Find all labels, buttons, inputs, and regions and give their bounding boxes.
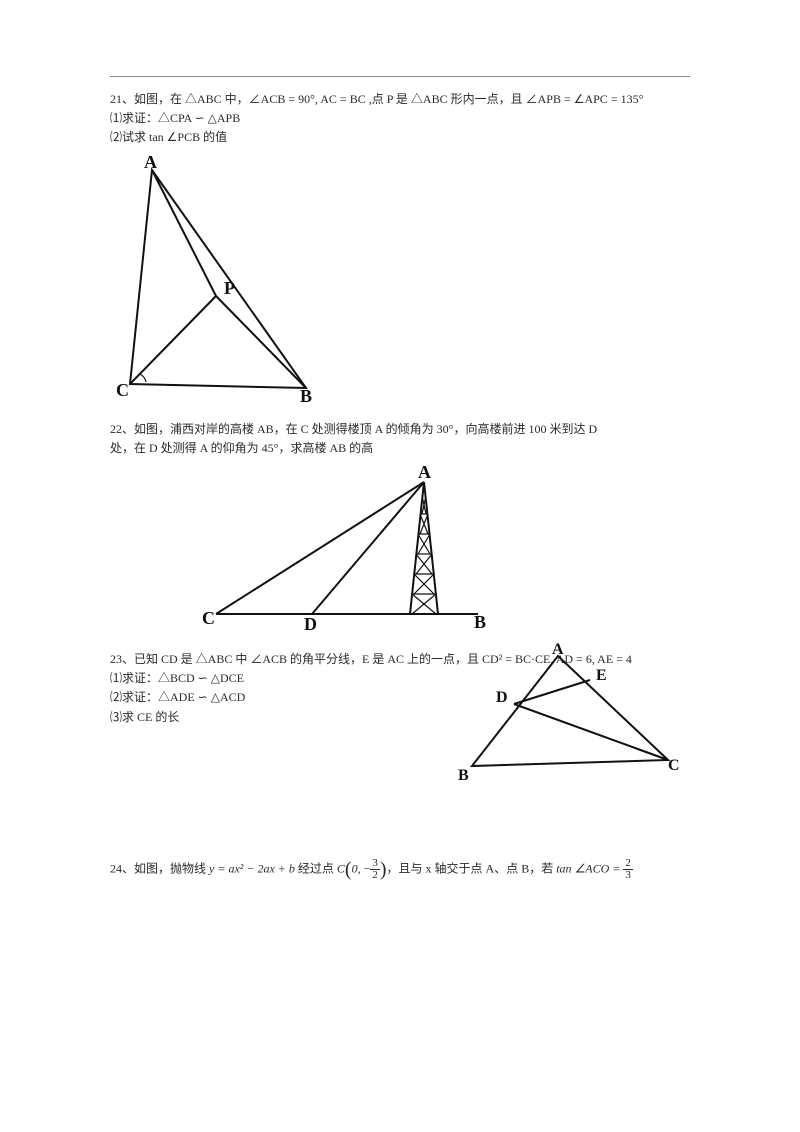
- p24-tan-frac: 23: [623, 858, 633, 881]
- p24-tan-label: tan ∠ACO =: [556, 861, 623, 875]
- p22-line2: 处，在 D 处测得 A 的仰角为 45°，求高楼 AB 的高: [110, 439, 690, 458]
- problem-21: 21、如图，在 △ABC 中，∠ACB = 90°, AC = BC ,点 P …: [110, 90, 690, 148]
- p22-line-ca: [216, 482, 424, 614]
- p22-label-d: D: [304, 614, 317, 634]
- p21-label-p: P: [224, 278, 235, 298]
- page-content: 21、如图，在 △ABC 中，∠ACB = 90°, AC = BC ,点 P …: [110, 90, 690, 889]
- p24-lparen: (: [345, 858, 352, 880]
- p24-cy-den: 2: [370, 870, 380, 881]
- p24-eq: y = ax² − 2ax + b: [209, 861, 295, 875]
- p23-svg: A E D B C: [410, 642, 690, 792]
- problem-23: 23、已知 CD 是 △ABC 中 ∠ACB 的角平分线，E 是 AC 上的一点…: [110, 650, 690, 800]
- p23-line-de: [514, 680, 590, 704]
- page-top-rule: [110, 76, 690, 77]
- p24-cy-frac: 32: [370, 858, 380, 881]
- p21-line-ap: [152, 170, 216, 296]
- p21-label-c: C: [116, 380, 129, 400]
- p22-label-b: B: [474, 612, 486, 632]
- p22-line-da: [312, 482, 424, 614]
- p24-tan-den: 3: [623, 870, 633, 881]
- p23-figure: A E D B C: [410, 642, 690, 792]
- p22-svg: A B C D: [190, 466, 530, 636]
- p23-line-cd: [514, 704, 668, 760]
- spacer: [110, 808, 690, 858]
- p21-line-bp: [216, 296, 306, 388]
- p24-mid1: 经过点: [295, 861, 337, 875]
- p24-rparen: ): [380, 858, 387, 880]
- p22-figure: A B C D: [190, 466, 690, 636]
- p21-label-a: A: [144, 156, 157, 172]
- p21-figure: A C B P: [110, 156, 690, 406]
- p22-line1: 22、如图，浦西对岸的高楼 AB，在 C 处测得楼顶 A 的倾角为 30°，向高…: [110, 420, 690, 439]
- p24-point-c-label: C: [337, 861, 345, 875]
- p24-comma: , −: [358, 861, 371, 875]
- problem-24: 24、如图，抛物线 y = ax² − 2ax + b 经过点 C(0, −32…: [110, 858, 690, 881]
- p21-line-cp: [130, 296, 216, 384]
- p21-part1: ⑴求证：△CPA ∽ △APB: [110, 109, 690, 128]
- p24-mid2: ，且与 x 轴交于点 A、点 B，若: [387, 861, 557, 875]
- p21-triangle-abc: [130, 170, 306, 388]
- p24-prefix: 24、如图，抛物线: [110, 861, 209, 875]
- problem-22: 22、如图，浦西对岸的高楼 AB，在 C 处测得楼顶 A 的倾角为 30°，向高…: [110, 420, 690, 458]
- p23-label-d: D: [496, 689, 508, 706]
- p21-label-b: B: [300, 386, 312, 406]
- p21-svg: A C B P: [110, 156, 330, 406]
- p23-label-a: A: [552, 642, 564, 658]
- p21-part2: ⑵试求 tan ∠PCB 的值: [110, 128, 690, 147]
- p23-label-b: B: [458, 767, 469, 784]
- p21-stem: 21、如图，在 △ABC 中，∠ACB = 90°, AC = BC ,点 P …: [110, 90, 690, 109]
- p22-label-a: A: [418, 466, 431, 482]
- p23-label-e: E: [596, 667, 607, 684]
- p21-angle-mark: [140, 374, 146, 382]
- p23-label-c: C: [668, 757, 680, 774]
- p22-label-c: C: [202, 608, 215, 628]
